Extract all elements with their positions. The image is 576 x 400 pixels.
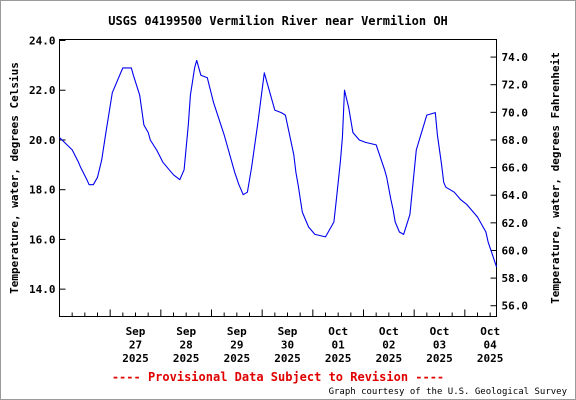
left-y-tick-label: 20.0 (29, 134, 56, 147)
series-group (59, 59, 498, 267)
x-tick-label-year: 2025 (274, 352, 301, 365)
plot-area (59, 39, 497, 317)
x-tick-label-year: 2025 (173, 352, 200, 365)
x-tick-label-day: 28 (180, 339, 193, 352)
right-y-axis: 56.0 58.0 60.0 62.0 64.0 66.0 68.0 70.0 72.0 74.0 (490, 51, 529, 313)
x-tick-label-day: 01 (332, 339, 346, 352)
right-y-tick-label: 56.0 (502, 300, 529, 313)
x-tick-label-day: 29 (230, 339, 243, 352)
right-y-axis-label: Temperature, water, degrees Fahrenheit (549, 52, 562, 304)
x-tick-label-month: Oct (430, 325, 450, 338)
chart-title: USGS 04199500 Vermilion River near Vermi… (108, 14, 448, 28)
left-y-axis: 14.0 16.0 18.0 20.0 22.0 24.0 (29, 35, 66, 296)
x-tick-label-day: 04 (484, 339, 498, 352)
x-tick-label-year: 2025 (426, 352, 453, 365)
right-y-tick-label: 74.0 (502, 51, 529, 64)
left-y-tick-label: 18.0 (29, 184, 56, 197)
x-tick-label-year: 2025 (376, 352, 403, 365)
x-tick-label-year: 2025 (122, 352, 149, 365)
x-axis: Sep272025Sep282025Sep292025Sep302025Oct0… (71, 309, 504, 365)
usgs-credit: Graph courtesy of the U.S. Geological Su… (329, 387, 568, 397)
right-y-tick-label: 62.0 (502, 217, 529, 230)
x-tick-label-day: 30 (281, 339, 294, 352)
right-y-tick-label: 68.0 (502, 134, 529, 147)
x-tick-label-day: 03 (433, 339, 446, 352)
x-tick-label-year: 2025 (325, 352, 352, 365)
x-tick-label-month: Oct (328, 325, 348, 338)
x-tick-label-day: 27 (129, 339, 142, 352)
x-tick-label-month: Sep (176, 325, 196, 338)
left-y-tick-label: 14.0 (29, 283, 56, 296)
x-tick-label-year: 2025 (224, 352, 251, 365)
x-tick-label-month: Oct (379, 325, 399, 338)
water-temperature-line (59, 59, 498, 267)
right-y-tick-label: 60.0 (502, 244, 529, 257)
right-y-tick-label: 64.0 (502, 189, 529, 202)
left-y-tick-label: 22.0 (29, 84, 56, 97)
right-y-tick-label: 70.0 (502, 106, 529, 119)
right-y-tick-label: 66.0 (502, 162, 529, 175)
provisional-data-notice: ---- Provisional Data Subject to Revisio… (112, 370, 444, 384)
left-y-tick-label: 16.0 (29, 233, 56, 246)
x-tick-label-month: Oct (480, 325, 500, 338)
right-y-tick-label: 72.0 (502, 79, 529, 92)
left-y-axis-label: Temperature, water, degrees Celsius (8, 62, 21, 294)
left-y-tick-label: 24.0 (29, 35, 56, 48)
x-tick-label-day: 02 (382, 339, 395, 352)
x-tick-label-month: Sep (278, 325, 298, 338)
x-tick-label-year: 2025 (477, 352, 504, 365)
x-tick-label-month: Sep (126, 325, 146, 338)
x-tick-label-month: Sep (227, 325, 247, 338)
right-y-tick-label: 58.0 (502, 272, 529, 285)
